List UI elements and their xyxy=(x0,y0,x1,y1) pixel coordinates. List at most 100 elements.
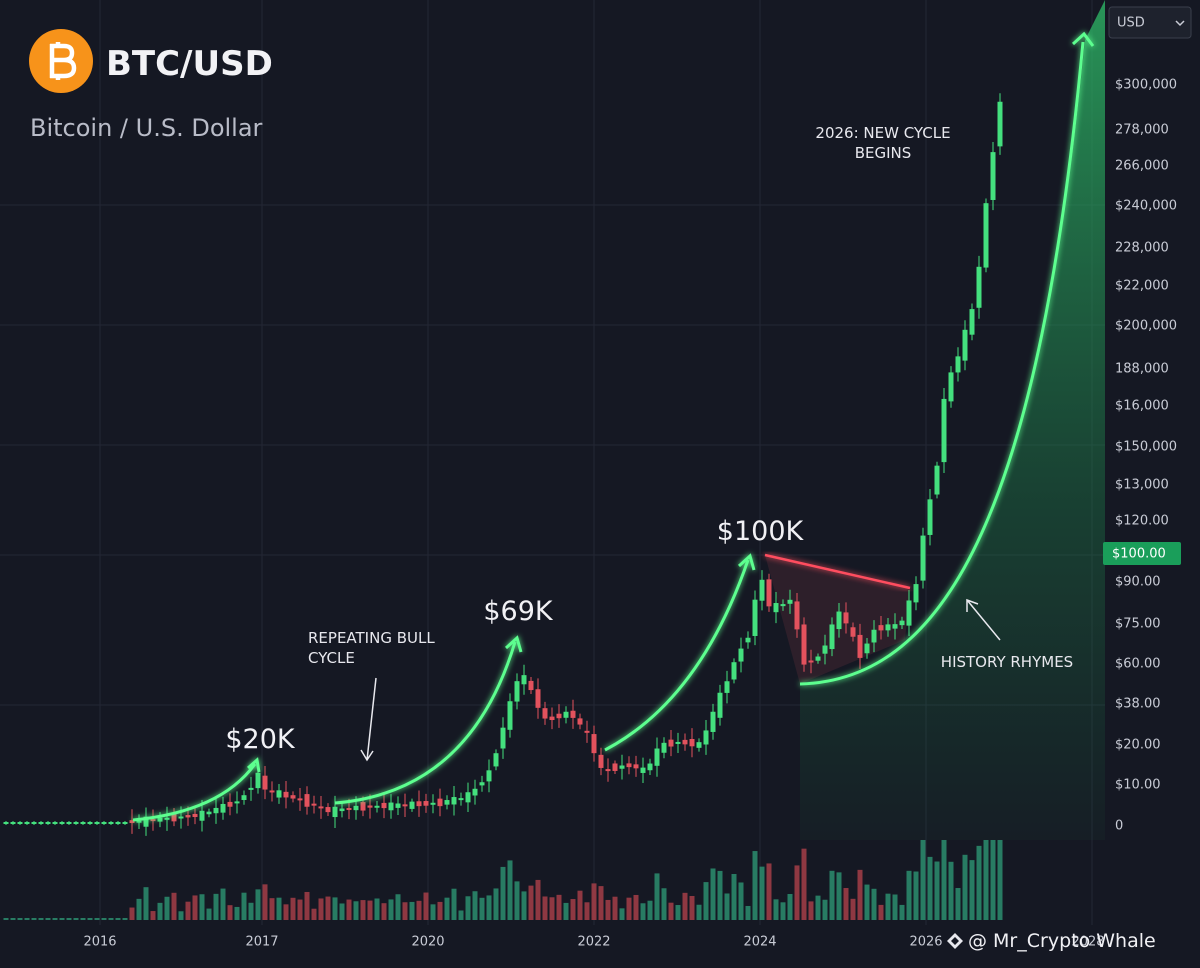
volume-bar xyxy=(136,898,142,920)
candle xyxy=(563,711,569,718)
price-label: $75.00 xyxy=(1115,617,1161,632)
volume-bar xyxy=(451,888,457,920)
candle xyxy=(479,782,485,786)
candle xyxy=(584,730,590,733)
volume-bar xyxy=(430,904,436,920)
arrow xyxy=(334,641,517,805)
volume-bar xyxy=(80,918,86,920)
volume-bar xyxy=(283,904,289,920)
candle xyxy=(192,813,198,818)
price-label: $22,000 xyxy=(1115,279,1169,294)
volume-bar xyxy=(612,896,618,920)
candle xyxy=(360,802,366,811)
volume-bar xyxy=(472,891,478,920)
candle xyxy=(675,741,681,744)
candle xyxy=(850,627,856,637)
candle xyxy=(367,805,373,808)
candle xyxy=(150,819,156,822)
candle xyxy=(808,660,814,663)
volume-bar xyxy=(990,840,996,920)
candle xyxy=(948,372,954,402)
candle xyxy=(794,601,800,630)
price-tag-label: $100.00 xyxy=(1112,547,1166,562)
price-label: $300,000 xyxy=(1115,78,1177,93)
volume-bar xyxy=(346,899,352,920)
candle xyxy=(45,822,51,824)
annotation: REPEATING BULL xyxy=(308,629,435,647)
candle xyxy=(59,822,65,824)
candle xyxy=(255,772,261,789)
candle xyxy=(969,309,975,335)
volume-bar xyxy=(388,899,394,920)
volume-bar xyxy=(185,901,191,920)
price-label: $200,000 xyxy=(1115,319,1177,334)
volume-bar xyxy=(325,896,331,920)
candle xyxy=(3,822,9,824)
candle xyxy=(703,730,709,745)
price-label: 0 xyxy=(1115,819,1123,834)
candle xyxy=(248,787,254,790)
candle xyxy=(38,822,44,824)
volume-bar xyxy=(878,904,884,920)
candle xyxy=(374,805,380,808)
candle xyxy=(122,822,128,824)
candle xyxy=(864,643,870,654)
candle xyxy=(647,763,653,771)
volume-bar xyxy=(864,884,870,920)
volume-bar xyxy=(164,896,170,920)
candle xyxy=(983,203,989,268)
candle xyxy=(451,797,457,805)
currency-selector[interactable] xyxy=(1108,6,1192,39)
candle xyxy=(927,499,933,535)
candle xyxy=(276,790,282,798)
candle xyxy=(332,806,338,818)
volume-bar xyxy=(108,918,114,920)
candle xyxy=(654,748,660,766)
btc-glyph xyxy=(49,42,77,80)
candle xyxy=(521,675,527,685)
candle xyxy=(535,689,541,708)
price-label: $10.00 xyxy=(1115,778,1161,793)
price-label: $20.00 xyxy=(1115,738,1161,753)
candle xyxy=(570,710,576,718)
candle xyxy=(752,599,758,636)
volume-bar xyxy=(584,902,590,920)
price-label: $38.00 xyxy=(1115,697,1161,712)
candle xyxy=(780,604,786,607)
volume-bar xyxy=(10,918,16,920)
candle xyxy=(10,822,16,824)
volume-bar xyxy=(248,902,254,920)
volume-bar xyxy=(73,918,79,920)
cycle-arrows xyxy=(132,31,1095,822)
arrow xyxy=(132,763,257,822)
candle xyxy=(430,802,436,805)
volume-bar xyxy=(871,888,877,920)
volume-bar xyxy=(66,918,72,920)
trend-line xyxy=(764,553,911,590)
candle xyxy=(787,599,793,604)
volume-bar xyxy=(619,908,625,920)
candle xyxy=(171,812,177,822)
candle xyxy=(115,822,121,824)
candle xyxy=(591,734,597,754)
price-label: $60.00 xyxy=(1115,657,1161,672)
volume-bar xyxy=(353,901,359,920)
volume-bar xyxy=(689,895,695,920)
volume-bar xyxy=(262,884,268,920)
candle xyxy=(892,624,898,629)
candle xyxy=(234,801,240,804)
candle xyxy=(773,603,779,613)
candle xyxy=(486,770,492,782)
price-label: $240,000 xyxy=(1115,199,1177,214)
candle xyxy=(24,822,30,824)
candle xyxy=(899,620,905,626)
candles xyxy=(3,93,1003,836)
candle xyxy=(220,803,226,813)
volume-bar xyxy=(598,886,604,920)
candle xyxy=(164,817,170,820)
volume-bar xyxy=(892,894,898,920)
candle xyxy=(339,808,345,812)
volume-bar xyxy=(234,906,240,920)
candle xyxy=(388,802,394,811)
